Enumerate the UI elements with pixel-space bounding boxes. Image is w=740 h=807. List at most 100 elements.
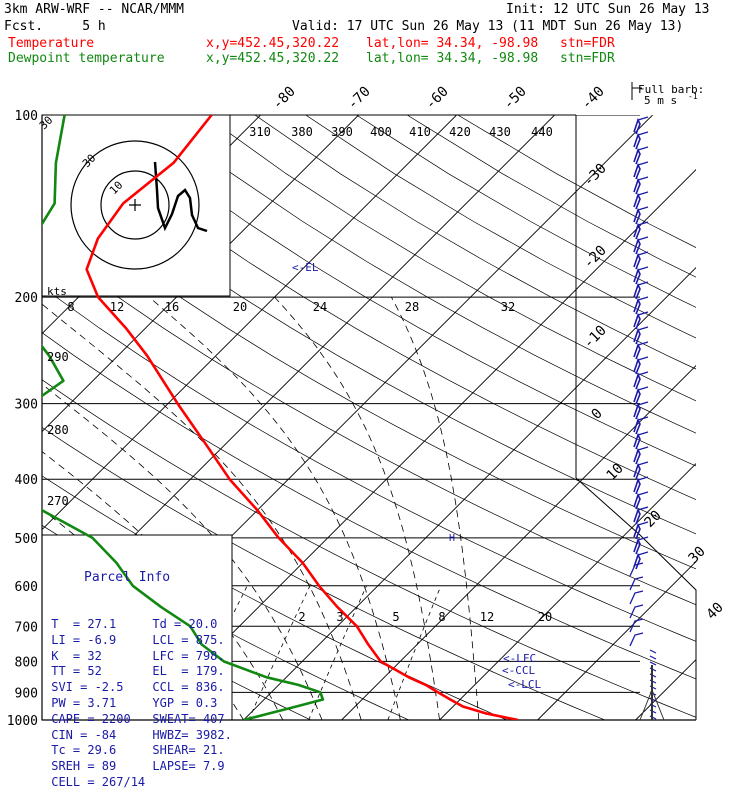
- theta-label: 430: [489, 125, 511, 139]
- parcel-info-row: CAPE = 2200 SWEAT= 407: [44, 712, 229, 728]
- wind-barb-flag: [638, 372, 648, 375]
- parcel-info-row: PW = 3.71 YGP = 0.3: [44, 696, 229, 712]
- theta-label: 400: [370, 125, 392, 139]
- wind-barb: [634, 375, 640, 389]
- pressure-axis-label: 400: [15, 473, 38, 488]
- wind-barb-flag: [638, 507, 648, 510]
- wind-barb: [630, 633, 643, 646]
- wind-barb-flag: [638, 192, 648, 195]
- dry-adiabat-line: [356, 115, 740, 720]
- pressure-axis-label: 700: [15, 620, 38, 635]
- wind-barb: [650, 656, 656, 659]
- full-barb-unit: -1: [688, 92, 698, 101]
- theta-label: 420: [449, 125, 471, 139]
- isotherm-line: [146, 115, 740, 720]
- temperature-axis-label: -40: [579, 84, 608, 113]
- mixing-ratio-top-label: 24: [313, 300, 327, 314]
- temperature-axis-label: 10: [604, 461, 627, 484]
- pressure-axis-label: 200: [15, 291, 38, 306]
- wind-barb-flag: [638, 267, 648, 270]
- wind-barb: [634, 255, 640, 269]
- theta-label: 440: [531, 125, 553, 139]
- parcel-info-row: SVI = -2.5 CCL = 836.: [44, 680, 229, 696]
- wind-barb: [634, 225, 640, 239]
- parcel-info-panel: Parcel Info T = 27.1 Td = 20.0 LI = -6.9…: [44, 538, 229, 807]
- wind-barb: [634, 480, 640, 494]
- level-marker-el: <-EL: [292, 261, 319, 274]
- wind-barb: [650, 650, 656, 653]
- wind-barb: [634, 315, 640, 329]
- dry-adiabat-line: [407, 115, 740, 720]
- theta-side-label: 290: [47, 350, 69, 364]
- level-marker-ccl: <-CCL: [502, 664, 535, 677]
- pressure-axis-label: 900: [15, 686, 38, 701]
- wind-barb-flag: [638, 462, 648, 465]
- mixing-ratio-top-label: 8: [67, 300, 74, 314]
- pressure-axis-label: 500: [15, 532, 38, 547]
- wind-barb: [634, 390, 640, 404]
- kts-label: kts: [47, 285, 67, 298]
- wind-barb-flag: [638, 492, 648, 495]
- wind-barb: [634, 450, 640, 464]
- temperature-axis-label: 30: [686, 544, 709, 567]
- mixing-ratio-label: 20: [538, 610, 552, 624]
- parcel-info-row: T = 27.1 Td = 20.0: [44, 617, 229, 633]
- temperature-axis-label: 20: [642, 508, 665, 531]
- wind-barb-flag: [638, 117, 648, 120]
- mixing-ratio-top-label: 20: [233, 300, 247, 314]
- wind-barb-flag: [638, 357, 648, 360]
- isotherm-line: [342, 115, 740, 720]
- theta-side-label: 280: [47, 423, 69, 437]
- mixing-ratio-label: 8: [438, 610, 445, 624]
- pressure-axis-label: 1000: [7, 714, 38, 729]
- mixing-ratio-top-label: 12: [110, 300, 124, 314]
- cloud-top-marker: H: [449, 533, 455, 544]
- parcel-info-row: K = 32 LFC = 798.: [44, 649, 229, 665]
- mixing-ratio-line: [249, 586, 310, 720]
- pressure-axis-label: 100: [15, 109, 38, 124]
- wind-barb-flag: [638, 237, 648, 240]
- wind-barb: [634, 135, 640, 149]
- wind-barb: [634, 405, 640, 419]
- theta-label: 310: [249, 125, 271, 139]
- wind-barb: [634, 345, 640, 359]
- wind-barb-flag: [638, 162, 648, 165]
- wind-barb-flag: [638, 207, 648, 210]
- wind-barb: [634, 435, 640, 449]
- parcel-info-rows: T = 27.1 Td = 20.0 LI = -6.9 LCL = 875. …: [44, 617, 229, 791]
- pressure-axis-label: 600: [15, 580, 38, 595]
- mixing-ratio-top-label: 28: [405, 300, 419, 314]
- wind-barb-flag: [638, 552, 648, 555]
- wind-barb: [634, 180, 640, 194]
- parcel-info-row: CELL = 267/14: [44, 775, 229, 791]
- parcel-info-row: LI = -6.9 LCL = 875.: [44, 633, 229, 649]
- theta-side-label: 270: [47, 494, 69, 508]
- wind-barb-flag: [638, 177, 648, 180]
- mixing-ratio-line: [388, 586, 441, 720]
- theta-label: 390: [331, 125, 353, 139]
- wind-barb: [634, 120, 640, 134]
- wind-barb-flag: [638, 327, 648, 330]
- wind-barb-flag: [638, 282, 648, 285]
- wind-barb: [634, 210, 640, 224]
- wind-barb: [630, 591, 643, 604]
- wind-barb-flag: [638, 342, 648, 345]
- wind-barb: [634, 300, 640, 314]
- temperature-axis-label: -70: [345, 84, 374, 113]
- wind-barb-flag: [638, 252, 648, 255]
- temperature-axis-label: -20: [581, 243, 610, 272]
- mixing-ratio-label: 2: [298, 610, 305, 624]
- wind-barb-flag: [638, 417, 648, 420]
- wind-barb: [634, 195, 640, 209]
- theta-label: 380: [291, 125, 313, 139]
- wind-barb: [634, 150, 640, 164]
- isotherm-line: [440, 115, 740, 720]
- wind-barb-flag: [638, 432, 648, 435]
- wind-barb: [634, 420, 640, 434]
- wind-barb: [634, 510, 640, 524]
- temperature-axis-label: -50: [501, 84, 530, 113]
- mixing-ratio-label: 3: [336, 610, 343, 624]
- parcel-info-row: CIN = -84 HWBZ= 3982.: [44, 728, 229, 744]
- wind-barb: [634, 465, 640, 479]
- wind-barb-flag: [638, 447, 648, 450]
